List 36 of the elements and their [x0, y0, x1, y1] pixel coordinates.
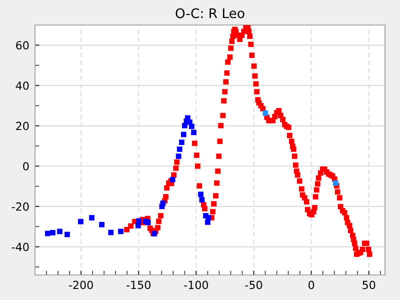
y-tick-label: -20	[12, 202, 29, 211]
point	[64, 232, 70, 238]
point	[89, 215, 94, 220]
x-tick-label: -100	[184, 280, 208, 290]
point	[118, 228, 124, 234]
x-tick-label: 0	[308, 280, 314, 290]
point	[99, 222, 104, 228]
chart-title: O-C: R Leo	[176, 8, 244, 18]
point	[50, 230, 56, 236]
point	[136, 218, 142, 224]
point	[178, 140, 184, 146]
y-tick-label: 20	[16, 122, 29, 130]
x-tick-label: 50	[362, 280, 376, 290]
point	[191, 130, 196, 136]
point	[198, 192, 204, 198]
point	[108, 230, 114, 236]
y-tick-label: -40	[12, 242, 29, 252]
point	[180, 132, 186, 138]
x-tick-label: -50	[245, 280, 262, 290]
y-tick-label: 60	[16, 41, 29, 50]
point	[262, 110, 268, 116]
point	[57, 228, 62, 234]
y-tick-label: 0	[23, 162, 29, 171]
point	[206, 215, 212, 220]
point	[176, 154, 182, 159]
point	[160, 200, 166, 206]
point	[199, 197, 205, 202]
point	[176, 146, 182, 152]
point	[332, 180, 338, 186]
point	[78, 218, 84, 224]
point	[189, 124, 194, 130]
x-tick-label: -200	[68, 280, 93, 290]
y-tick-label: 40	[16, 81, 29, 90]
x-tick-label: -150	[126, 280, 150, 290]
point	[135, 222, 141, 228]
point	[145, 220, 151, 226]
